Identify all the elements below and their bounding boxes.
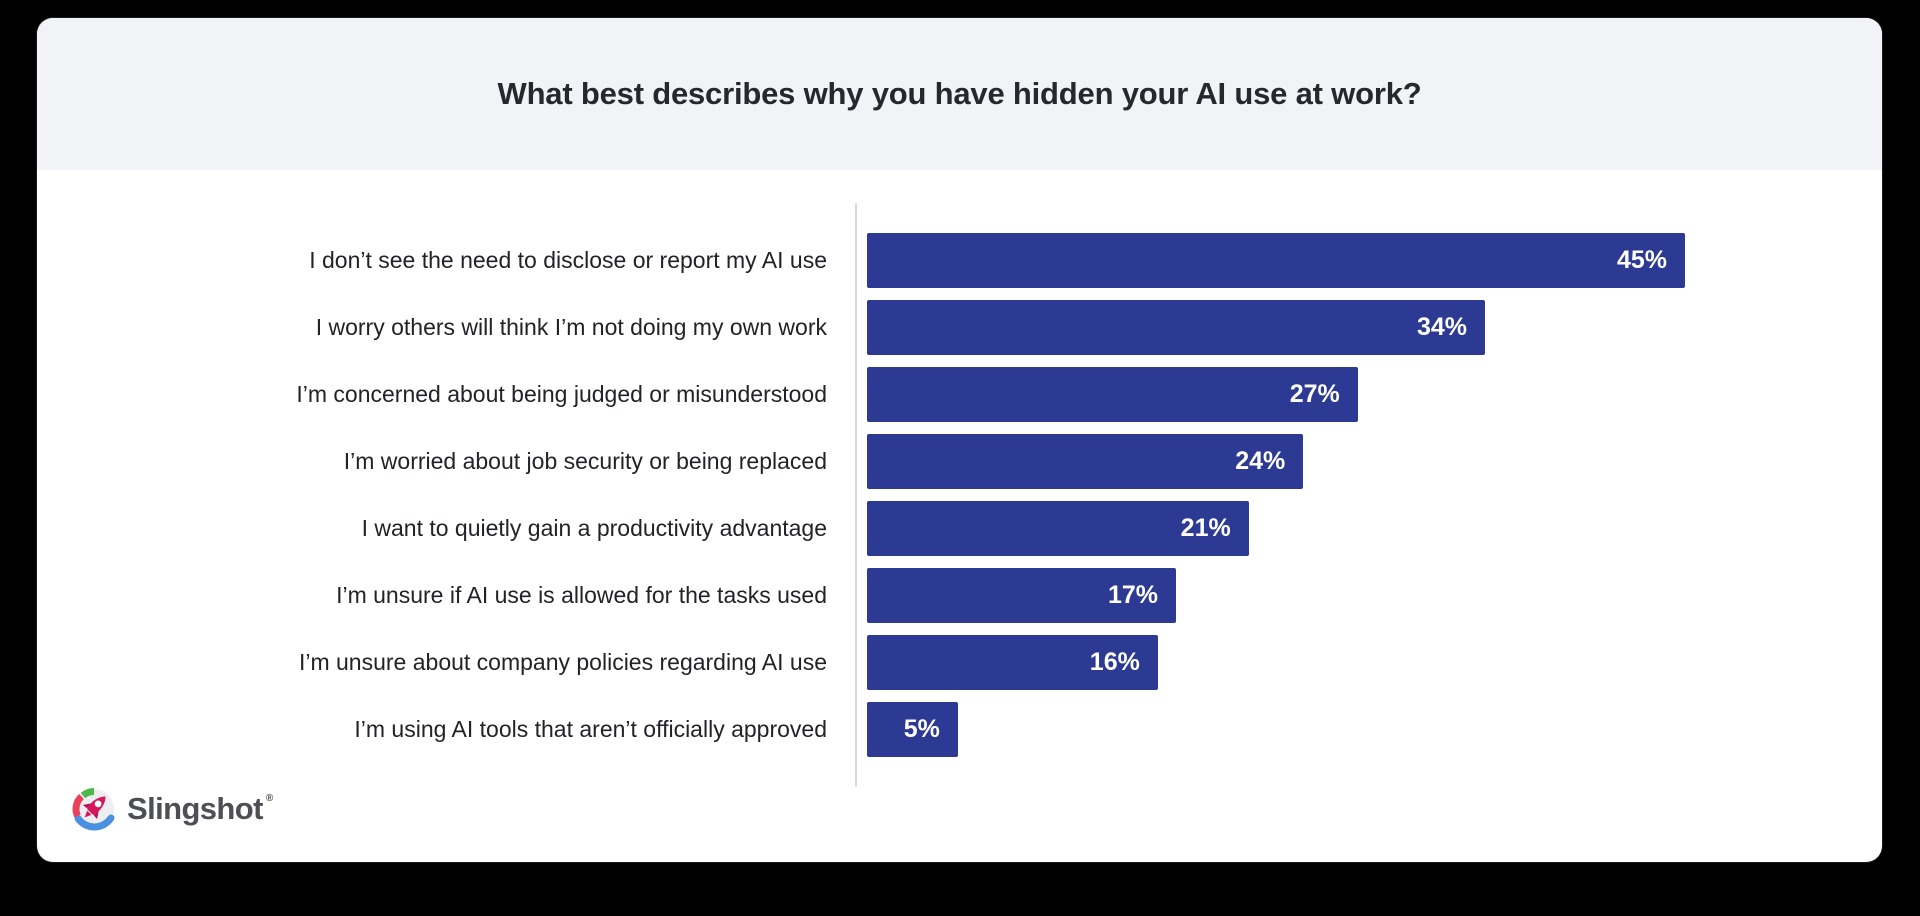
bar-track: 17% (867, 568, 1685, 623)
bar-value-label: 21% (1180, 514, 1231, 542)
bar-value-label: 5% (903, 715, 940, 743)
category-label: I’m concerned about being judged or misu… (296, 380, 827, 407)
registered-trademark-icon: ® (265, 793, 274, 804)
category-label: I want to quietly gain a productivity ad… (361, 514, 827, 541)
bar: 24% (867, 434, 1304, 489)
chart-row: I’m unsure if AI use is allowed for the … (37, 568, 1882, 623)
chart-card: What best describes why you have hidden … (37, 18, 1882, 862)
chart-body: I don’t see the need to disclose or repo… (37, 170, 1882, 862)
bar-track: 16% (867, 635, 1685, 690)
category-label: I’m unsure about company policies regard… (298, 648, 827, 675)
bar: 16% (867, 635, 1158, 690)
chart-row: I’m unsure about company policies regard… (37, 635, 1882, 690)
bar-value-label: 24% (1235, 447, 1286, 475)
category-label: I worry others will think I’m not doing … (315, 313, 827, 340)
bar-track: 24% (867, 434, 1685, 489)
chart-row: I want to quietly gain a productivity ad… (37, 501, 1882, 556)
bar-value-label: 17% (1107, 581, 1159, 609)
bar: 5% (867, 702, 958, 757)
bar: 45% (867, 233, 1685, 288)
bar: 34% (867, 300, 1486, 355)
category-label: I’m using AI tools that aren’t officiall… (354, 715, 827, 742)
bar-track: 45% (867, 233, 1685, 288)
bar-track: 34% (867, 300, 1685, 355)
axis-baseline (855, 203, 857, 787)
bar-track: 27% (867, 367, 1685, 422)
bar: 21% (867, 501, 1249, 556)
slingshot-logo: Slingshot ® (70, 785, 273, 832)
bar-track: 21% (867, 501, 1685, 556)
category-label: I don’t see the need to disclose or repo… (309, 246, 827, 273)
bar: 17% (867, 568, 1177, 623)
slingshot-rocket-icon (70, 785, 117, 832)
bar-value-label: 34% (1416, 313, 1468, 341)
category-label: I’m worried about job security or being … (343, 447, 827, 474)
bar-track: 5% (867, 702, 1685, 757)
chart-rows: I don’t see the need to disclose or repo… (37, 233, 1882, 757)
chart-row: I don’t see the need to disclose or repo… (37, 233, 1882, 288)
bar-value-label: 27% (1289, 380, 1340, 408)
bar: 27% (867, 367, 1358, 422)
category-label: I’m unsure if AI use is allowed for the … (336, 581, 827, 608)
chart-title: What best describes why you have hidden … (497, 76, 1422, 111)
chart-row: I’m using AI tools that aren’t officiall… (37, 702, 1882, 757)
chart-row: I’m concerned about being judged or misu… (37, 367, 1882, 422)
chart-row: I worry others will think I’m not doing … (37, 300, 1882, 355)
slingshot-wordmark: Slingshot (127, 790, 263, 826)
bar-chart: I don’t see the need to disclose or repo… (37, 203, 1882, 787)
bar-value-label: 16% (1089, 648, 1140, 676)
chart-header: What best describes why you have hidden … (37, 18, 1882, 170)
bar-value-label: 45% (1616, 246, 1667, 274)
chart-row: I’m worried about job security or being … (37, 434, 1882, 489)
